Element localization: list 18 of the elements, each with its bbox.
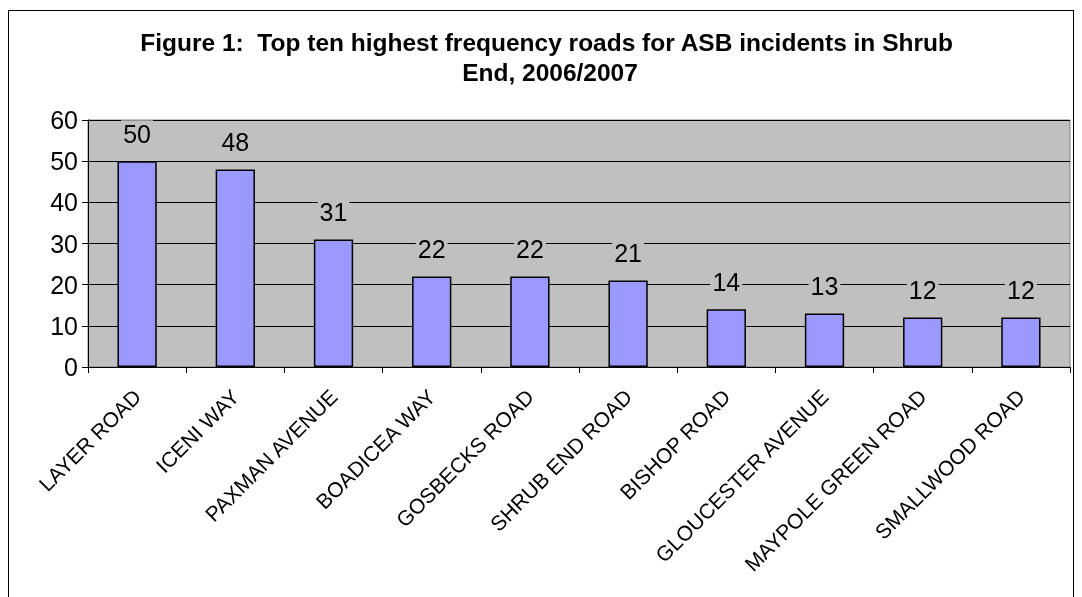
y-tick-label: 30 — [50, 229, 78, 258]
data-label: 50 — [123, 119, 152, 148]
chart-title: Figure 1: Top ten highest frequency roads for ASB incidents in Shrub End, 2006/2007 — [140, 28, 960, 86]
y-tick-label: 60 — [50, 106, 78, 134]
data-label: 12 — [1006, 276, 1035, 305]
data-label: 13 — [810, 271, 839, 300]
data-label: 22 — [417, 234, 446, 263]
y-tick-label: 10 — [50, 311, 78, 340]
data-label: 14 — [712, 267, 741, 296]
data-label: 21 — [614, 239, 643, 268]
y-tick-label: 0 — [64, 353, 78, 381]
y-tick-label: 40 — [50, 188, 78, 217]
y-tick-label: 20 — [50, 270, 78, 299]
data-label: 48 — [221, 127, 250, 156]
data-label: 12 — [908, 276, 937, 305]
y-tick-label: 50 — [50, 147, 78, 176]
data-label: 22 — [515, 234, 544, 263]
data-label: 31 — [319, 197, 348, 226]
